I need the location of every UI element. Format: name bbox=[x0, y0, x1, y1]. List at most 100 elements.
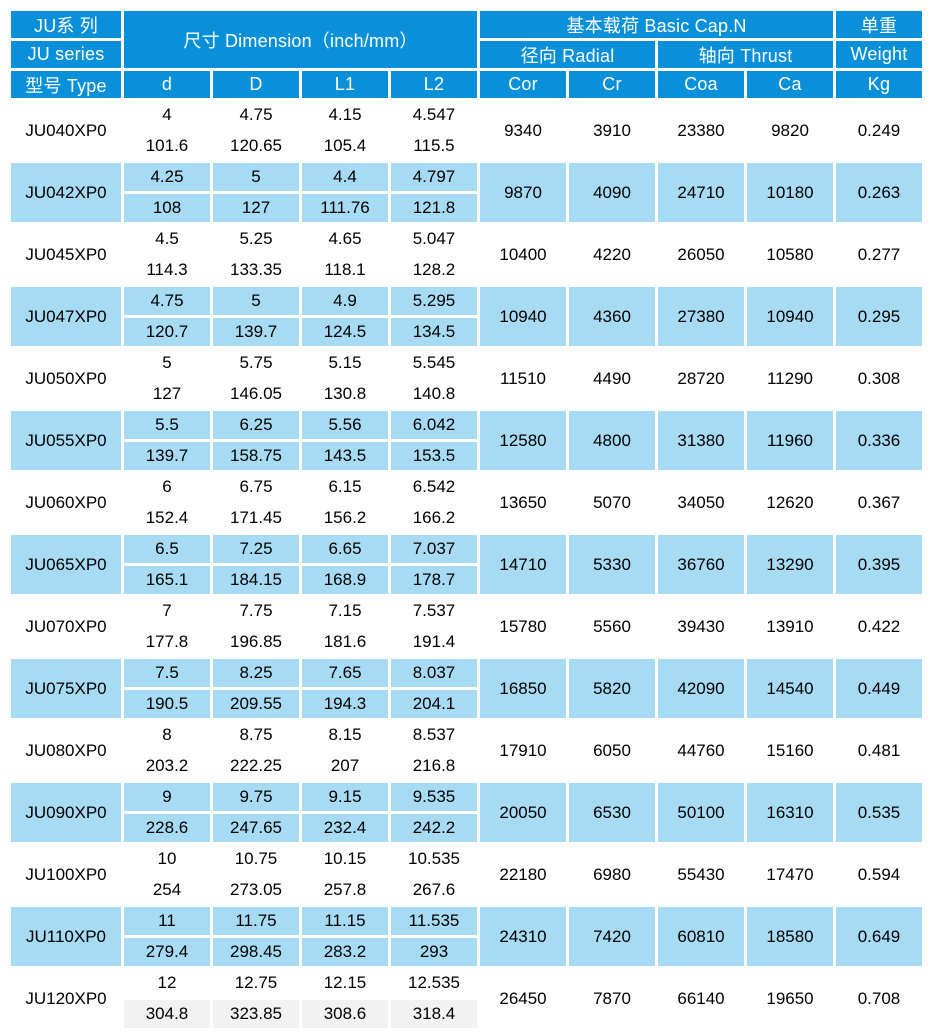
load-cell: 11290 bbox=[744, 346, 836, 411]
dim-inch-cell: 7.037 bbox=[388, 532, 480, 566]
type-cell: JU080XP0 bbox=[8, 718, 124, 783]
header-radial: 径向 Radial bbox=[477, 38, 658, 71]
load-cell: 36760 bbox=[655, 532, 747, 597]
table-row-mm: 304.8 323.85 308.6 318.4 bbox=[10, 997, 924, 1031]
table-row-mm: 127 146.05 130.8 140.8 bbox=[10, 377, 924, 411]
dim-mm-cell: 209.55 bbox=[210, 687, 302, 721]
dim-inch-cell: 4.25 bbox=[121, 160, 213, 194]
dim-mm-cell: 156.2 bbox=[299, 501, 391, 535]
load-cell: 9340 bbox=[477, 98, 569, 163]
dim-inch-cell: 8 bbox=[121, 718, 213, 752]
table-row-mm: 114.3 133.35 118.1 128.2 bbox=[10, 253, 924, 287]
table-row-inch: JU055XP0 5.5 6.25 5.56 6.042 12580 4800 31380 11… bbox=[8, 408, 925, 473]
dim-mm-cell: 128.2 bbox=[388, 253, 480, 287]
table-row-inch: JU045XP0 4.5 5.25 4.65 5.047 10400 4220 26050 10… bbox=[8, 222, 925, 287]
load-cell: 15160 bbox=[744, 718, 836, 783]
load-cell: 3910 bbox=[566, 98, 658, 163]
dim-inch-cell: 9.75 bbox=[210, 780, 302, 814]
dim-mm-cell: 133.35 bbox=[210, 253, 302, 287]
weight-cell: 0.449 bbox=[833, 656, 925, 721]
load-cell: 13290 bbox=[744, 532, 836, 597]
dim-inch-cell: 6.25 bbox=[210, 408, 302, 442]
dim-mm-cell: 120.65 bbox=[210, 129, 302, 163]
header-dimension: 尺寸 Dimension（inch/mm） bbox=[121, 8, 480, 71]
weight-cell: 0.308 bbox=[833, 346, 925, 411]
weight-cell: 0.336 bbox=[833, 408, 925, 473]
dim-mm-cell: 134.5 bbox=[388, 315, 480, 349]
header-row-2: JU series 径向 Radial 轴向 Thrust Weight bbox=[8, 38, 925, 71]
header-weight-en: Weight bbox=[833, 38, 925, 71]
type-cell: JU060XP0 bbox=[8, 470, 124, 535]
load-cell: 10940 bbox=[477, 284, 569, 349]
weight-cell: 0.395 bbox=[833, 532, 925, 597]
dim-mm-cell: 222.25 bbox=[210, 749, 302, 783]
header-col-Cr: Cr bbox=[566, 68, 658, 101]
dim-mm-cell: 216.8 bbox=[388, 749, 480, 783]
dim-inch-cell: 9.535 bbox=[388, 780, 480, 814]
dim-inch-cell: 7 bbox=[121, 594, 213, 628]
dim-inch-cell: 5.545 bbox=[388, 346, 480, 380]
dim-mm-cell: 143.5 bbox=[299, 439, 391, 473]
table-row-mm: 120.7 139.7 124.5 134.5 bbox=[10, 315, 924, 349]
load-cell: 12580 bbox=[477, 408, 569, 473]
header-weight-zh: 单重 bbox=[833, 8, 925, 41]
table-row-inch: JU120XP0 12 12.75 12.15 12.535 26450 7870 66140… bbox=[8, 966, 925, 1031]
dim-inch-cell: 11.75 bbox=[210, 904, 302, 938]
table-row-inch: JU040XP0 4 4.75 4.15 4.547 9340 3910 23380 9820 0… bbox=[8, 98, 925, 163]
load-cell: 31380 bbox=[655, 408, 747, 473]
dim-mm-cell: 279.4 bbox=[121, 935, 213, 969]
load-cell: 6980 bbox=[566, 842, 658, 907]
header-series-en: JU series bbox=[8, 38, 124, 71]
dim-mm-cell: 111.76 bbox=[299, 191, 391, 225]
table-body: JU040XP0 4 4.75 4.15 4.547 9340 3910 23380 9820 0… bbox=[8, 98, 925, 1031]
dim-inch-cell: 12.75 bbox=[210, 966, 302, 1000]
type-cell: JU050XP0 bbox=[8, 346, 124, 411]
type-cell: JU042XP0 bbox=[8, 160, 124, 225]
header-col-Cor: Cor bbox=[477, 68, 569, 101]
type-cell: JU047XP0 bbox=[8, 284, 124, 349]
dim-inch-cell: 4.9 bbox=[299, 284, 391, 318]
dim-inch-cell: 8.537 bbox=[388, 718, 480, 752]
dim-mm-cell: 115.5 bbox=[388, 129, 480, 163]
table-row-inch: JU065XP0 6.5 7.25 6.65 7.037 14710 5330 36760 13… bbox=[8, 532, 925, 597]
load-cell: 20050 bbox=[477, 780, 569, 845]
dim-mm-cell: 114.3 bbox=[121, 253, 213, 287]
header-row-1: JU系 列 尺寸 Dimension（inch/mm） 基本载荷 Basic C… bbox=[8, 8, 925, 71]
type-cell: JU090XP0 bbox=[8, 780, 124, 845]
dim-mm-cell: 120.7 bbox=[121, 315, 213, 349]
dim-mm-cell: 127 bbox=[210, 191, 302, 225]
dim-mm-cell: 166.2 bbox=[388, 501, 480, 535]
load-cell: 5820 bbox=[566, 656, 658, 721]
dim-mm-cell: 203.2 bbox=[121, 749, 213, 783]
dim-inch-cell: 5.295 bbox=[388, 284, 480, 318]
dim-inch-cell: 4.75 bbox=[121, 284, 213, 318]
table-row-mm: 254 273.05 257.8 267.6 bbox=[10, 873, 924, 907]
load-cell: 15780 bbox=[477, 594, 569, 659]
load-cell: 26050 bbox=[655, 222, 747, 287]
table-row-mm: 177.8 196.85 181.6 191.4 bbox=[10, 625, 924, 659]
dim-inch-cell: 4.5 bbox=[121, 222, 213, 256]
dim-mm-cell: 257.8 bbox=[299, 873, 391, 907]
dim-inch-cell: 11.15 bbox=[299, 904, 391, 938]
dim-inch-cell: 12.535 bbox=[388, 966, 480, 1000]
dim-mm-cell: 196.85 bbox=[210, 625, 302, 659]
table-row-mm: 139.7 158.75 143.5 153.5 bbox=[10, 439, 924, 473]
dim-mm-cell: 130.8 bbox=[299, 377, 391, 411]
load-cell: 11960 bbox=[744, 408, 836, 473]
table-row-inch: JU060XP0 6 6.75 6.15 6.542 13650 5070 34050 1262… bbox=[8, 470, 925, 535]
load-cell: 5070 bbox=[566, 470, 658, 535]
dim-inch-cell: 9.15 bbox=[299, 780, 391, 814]
load-cell: 34050 bbox=[655, 470, 747, 535]
dim-inch-cell: 4.4 bbox=[299, 160, 391, 194]
load-cell: 17910 bbox=[477, 718, 569, 783]
load-cell: 14710 bbox=[477, 532, 569, 597]
table-row-mm: 108 127 111.76 121.8 bbox=[10, 191, 924, 225]
dim-inch-cell: 7.75 bbox=[210, 594, 302, 628]
load-cell: 10180 bbox=[744, 160, 836, 225]
dim-inch-cell: 12.15 bbox=[299, 966, 391, 1000]
type-cell: JU055XP0 bbox=[8, 408, 124, 473]
load-cell: 4220 bbox=[566, 222, 658, 287]
load-cell: 60810 bbox=[655, 904, 747, 969]
table-row-inch: JU090XP0 9 9.75 9.15 9.535 20050 6530 50100 1631… bbox=[8, 780, 925, 845]
dim-mm-cell: 184.15 bbox=[210, 563, 302, 597]
